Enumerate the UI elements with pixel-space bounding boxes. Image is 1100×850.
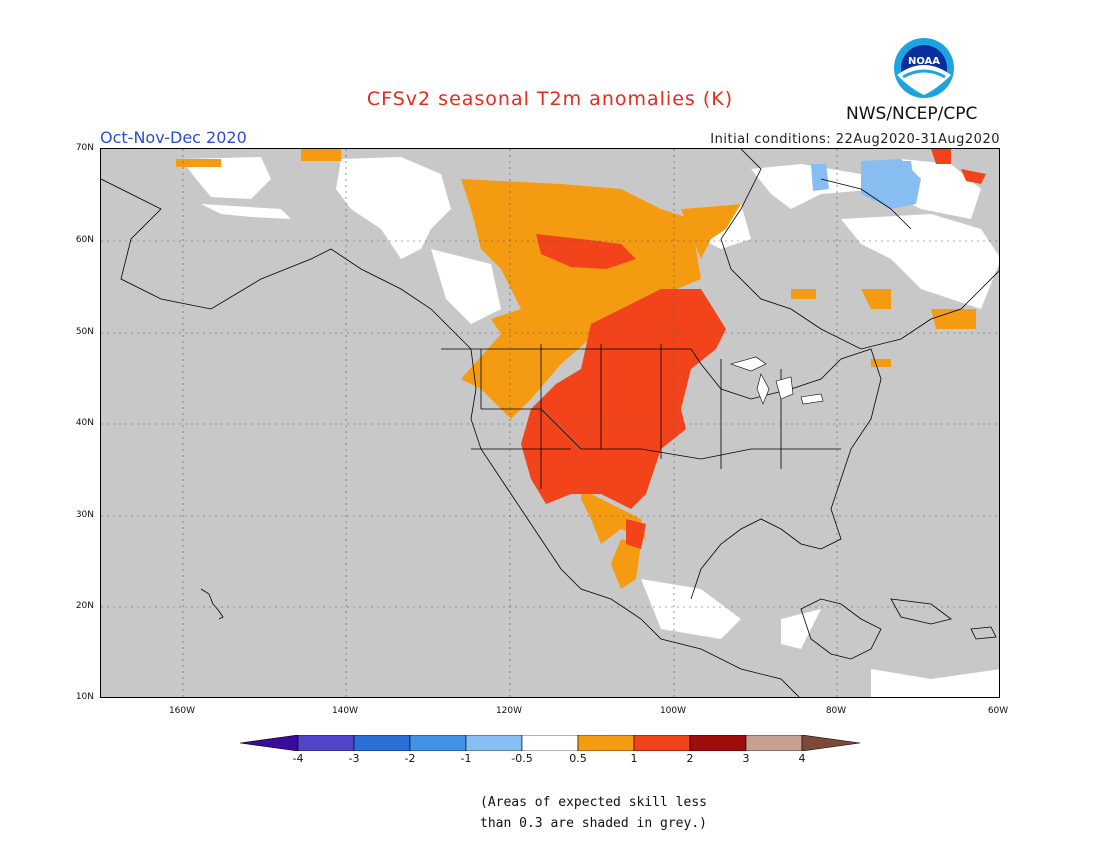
colorbar-cell: [801, 735, 861, 751]
anomaly-0.5-1: [176, 149, 976, 589]
lat-label: 40N: [75, 418, 94, 428]
colorbar-cell: [353, 735, 411, 751]
colorbar-cell: [633, 735, 691, 751]
colorbar-label: 2: [686, 752, 694, 765]
colorbar-cell: [465, 735, 523, 751]
colorbar-label: -4: [292, 752, 304, 765]
colorbar-label: 4: [798, 752, 806, 765]
skill-note: (Areas of expected skill less than 0.3 a…: [480, 792, 707, 834]
colorbar-cell: [297, 735, 355, 751]
gridlines: [101, 149, 999, 697]
skill-note-line-2: than 0.3 are shaded in grey.): [480, 816, 707, 831]
lon-label: 120W: [495, 706, 523, 716]
colorbar-cell: [745, 735, 803, 751]
chart-title: CFSv2 seasonal T2m anomalies (K): [366, 88, 734, 110]
initial-conditions-label: Initial conditions: 22Aug2020-31Aug2020: [710, 132, 1000, 147]
noaa-logo: NOAA: [894, 38, 954, 98]
anomaly-map: [100, 148, 1000, 698]
colorbar-label: -2: [404, 752, 416, 765]
svg-text:NOAA: NOAA: [908, 56, 940, 67]
colorbar-cell: [409, 735, 467, 751]
lon-label: 160W: [168, 706, 196, 716]
colorbar-label: 3: [742, 752, 750, 765]
lat-label: 70N: [75, 143, 94, 153]
anomaly-neg-0.5-1: [811, 159, 921, 209]
colorbar: [240, 735, 861, 751]
colorbar-label: -1: [460, 752, 472, 765]
lon-label: 140W: [331, 706, 359, 716]
colorbar-label: 0.5: [569, 752, 587, 765]
period-label: Oct-Nov-Dec 2020: [100, 128, 247, 147]
anomaly-1-2: [521, 149, 986, 549]
agency-label: NWS/NCEP/CPC: [846, 104, 978, 124]
great-lakes: [730, 356, 824, 405]
colorbar-cell: [521, 735, 579, 751]
lat-label: 60N: [75, 235, 94, 245]
colorbar-cell: [689, 735, 747, 751]
lon-label: 80W: [825, 706, 847, 716]
lon-label: 100W: [659, 706, 687, 716]
coastlines: [101, 149, 999, 697]
lat-label: 20N: [75, 601, 94, 611]
colorbar-cell: [240, 735, 299, 751]
lon-label: 60W: [987, 706, 1009, 716]
skill-note-line-1: (Areas of expected skill less: [480, 795, 707, 810]
colorbar-label: -3: [348, 752, 360, 765]
lat-label: 30N: [75, 510, 94, 520]
colorbar-cell: [577, 735, 635, 751]
lat-label: 50N: [75, 327, 94, 337]
colorbar-label: -0.5: [511, 752, 533, 765]
colorbar-label: 1: [630, 752, 638, 765]
lat-label: 10N: [75, 692, 94, 702]
